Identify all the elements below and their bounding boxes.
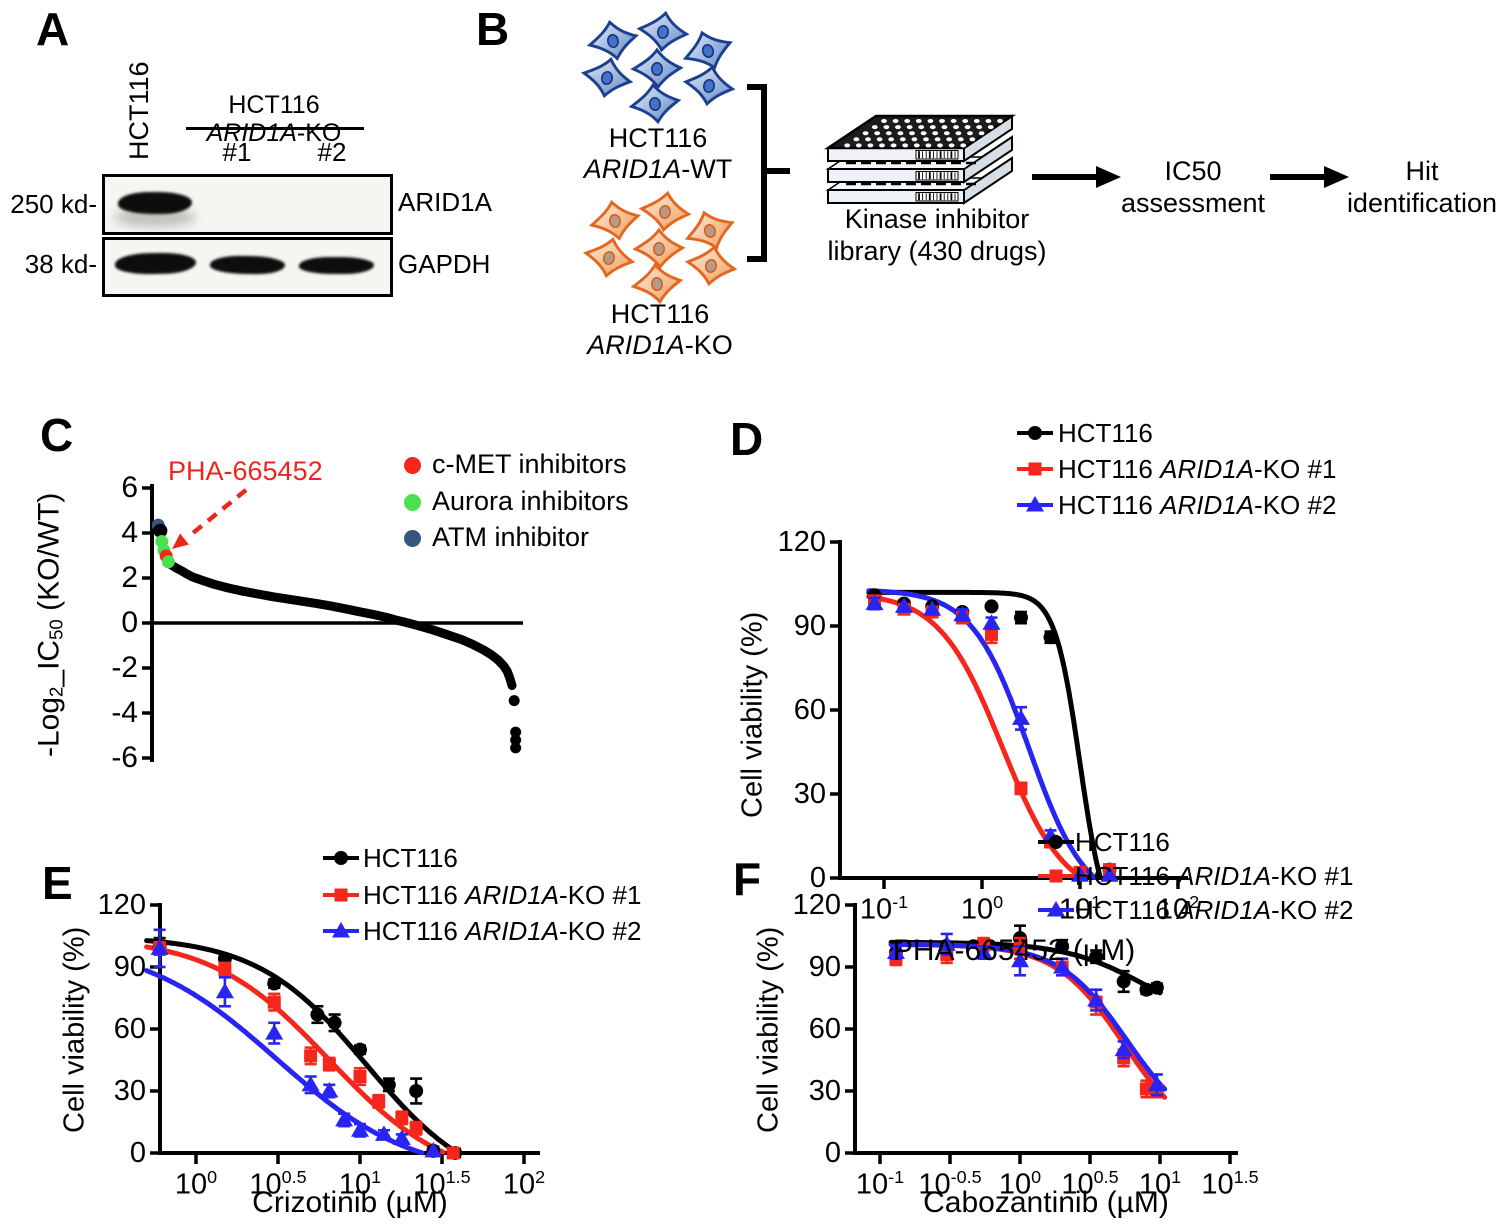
panelB-library-label-line1: Kinase inhibitor bbox=[844, 204, 1030, 234]
panel-letter-d: D bbox=[730, 413, 764, 465]
panelB-bracket bbox=[747, 84, 790, 262]
panelB-arrow-1-icon bbox=[1032, 166, 1121, 188]
panelF-legend-marker-circle bbox=[1038, 835, 1074, 849]
panelA-ko-header: HCT116 ARID1A-KO bbox=[206, 91, 342, 147]
panelA-ko-underline bbox=[186, 101, 364, 130]
panelB-arrow-2-icon bbox=[1270, 166, 1349, 188]
panelF-x-axis-label: Cabozantinib (µM) bbox=[923, 1186, 1169, 1219]
panelB-wt-label-line1: HCT116 bbox=[608, 123, 708, 153]
panelD-legend-marker-circle bbox=[1017, 426, 1053, 440]
panelB-ko-label-line2: ARID1A-KO bbox=[587, 330, 733, 360]
panelE-legend-marker-circle bbox=[323, 851, 359, 865]
panelF-legend-marker-square bbox=[1038, 869, 1074, 883]
panelA-mw-250: 250 kd- bbox=[10, 189, 97, 219]
panel-letter-f: F bbox=[733, 853, 762, 905]
panelE-plot bbox=[144, 903, 540, 1164]
panelF-y-axis-label: Cell viability (%) bbox=[752, 926, 785, 1134]
panelB-ko-cells-icon bbox=[582, 190, 738, 305]
panelB-step-ic50-line2: assessment bbox=[1120, 188, 1266, 218]
panelA-lane2-label: #2 bbox=[317, 137, 347, 167]
panelA-lane1-label: #1 bbox=[222, 137, 252, 167]
panelA-mw-38: 38 kd- bbox=[24, 249, 97, 279]
panelB-wt-label-line2: ARID1A-WT bbox=[583, 154, 733, 184]
panelF-plot bbox=[845, 903, 1238, 1164]
panelE-x-axis-label: Crizotinib (µM) bbox=[252, 1186, 448, 1219]
panelD-legend-marker-square bbox=[1017, 462, 1053, 476]
panelD-legend-marker-triangle bbox=[1017, 496, 1053, 512]
panelB-plate-stack-icon bbox=[823, 114, 1017, 205]
panelC-plot bbox=[142, 484, 523, 762]
panelB-step-ic50-line1: IC50 bbox=[1164, 156, 1222, 186]
panelB-ko-label-line1: HCT116 bbox=[610, 299, 710, 329]
panelC-y-axis-label: -Log2_IC50 (KO/WT) bbox=[32, 492, 67, 758]
panelD-x-axis-label: PHA-665452 (µM) bbox=[892, 934, 1136, 967]
panelF-legend-marker-triangle bbox=[1038, 901, 1074, 917]
panelB-library-label-line2: library (430 drugs) bbox=[827, 236, 1047, 266]
panelE-legend-marker-triangle bbox=[323, 922, 359, 938]
panelA-band-arid1a-lane1 bbox=[118, 192, 192, 214]
panel-letter-e: E bbox=[42, 857, 73, 909]
panelB-step-hit-line2: identification bbox=[1346, 188, 1498, 218]
panelA-blot-label-gapdh: GAPDH bbox=[398, 249, 491, 279]
panel-letter-a: A bbox=[36, 3, 70, 55]
panelA-band-gapdh-lane3 bbox=[299, 257, 374, 274]
panelD-plot bbox=[830, 540, 1188, 889]
panelB-wt-cells-icon bbox=[580, 10, 736, 125]
panel-letter-c: C bbox=[40, 409, 74, 461]
panelE-legend-marker-square bbox=[323, 888, 359, 901]
panelA-blot-label-arid1a: ARID1A bbox=[398, 187, 492, 217]
panelD-y-axis-label: Cell viability (%) bbox=[736, 611, 769, 819]
panelC-annotation-pha665452: PHA-665452 bbox=[168, 456, 323, 486]
panelE-y-axis-label: Cell viability (%) bbox=[58, 926, 91, 1134]
panel-letter-b: B bbox=[476, 3, 510, 55]
panelB-step-hit-line1: Hit bbox=[1405, 156, 1439, 186]
